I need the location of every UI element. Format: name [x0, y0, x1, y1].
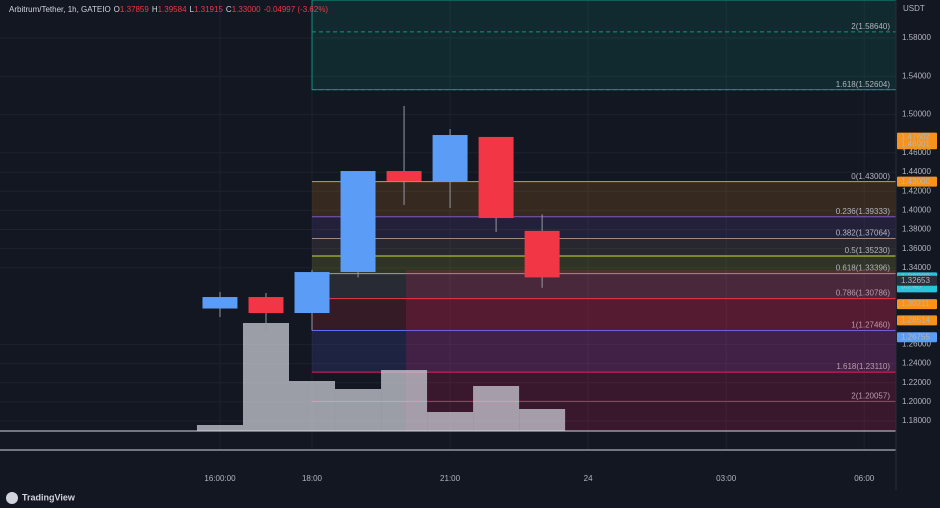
candle-body [478, 136, 514, 219]
price-label-box [897, 275, 937, 286]
y-tick-label: 1.40000 [902, 205, 931, 214]
x-tick-label: 16:00:00 [204, 474, 236, 483]
marks [196, 106, 566, 431]
volume-bar [335, 389, 382, 431]
field-value: 1.31915 [194, 5, 223, 14]
fib-zone [312, 181, 896, 217]
price-label: 1.28514 [901, 315, 930, 324]
fib-zone [312, 273, 896, 299]
y-tick-label: 1.24000 [902, 359, 931, 368]
axes: 1.18000 1.20000 1.22000 1.24000 1.26000 1.340… [204, 33, 937, 483]
candle-body [340, 171, 376, 273]
y-tick-label: 1.22000 [902, 378, 931, 387]
x-tick-label: 03:00 [716, 474, 737, 483]
volume-bar [289, 381, 336, 431]
countdown: 03:48 [901, 282, 922, 291]
volume-bar [381, 370, 428, 431]
candle-body [386, 171, 422, 182]
y-tick-label: 1.54000 [902, 71, 931, 80]
y-tick-label: 1.34000 [902, 263, 931, 272]
y-tick-label: 1.18000 [902, 416, 931, 425]
change: -0.04997 (-3.62%) [264, 5, 329, 14]
fib-zone [312, 238, 896, 257]
candle-body [294, 272, 330, 314]
fib-label: 0(1.43000) [851, 172, 890, 181]
zones: 0(1.43000) 0.236(1.39333) 0.382(1.37064) 0.… [311, 0, 897, 402]
y-tick-label: 1.50000 [902, 110, 931, 119]
logo [6, 492, 18, 504]
fib-zone [312, 216, 896, 239]
volume-bar [196, 425, 243, 431]
field-value: 1.37859 [120, 5, 149, 14]
volume-bar [473, 386, 520, 431]
fib-label: 0.786(1.30786) [836, 289, 891, 298]
price-label: 1.47602 [901, 133, 930, 142]
fib-label: 0.236(1.39333) [836, 207, 891, 216]
y-tick-label: 1.44000 [902, 167, 931, 176]
x-tick-label: 06:00 [854, 474, 875, 483]
currency: USDT [903, 4, 925, 13]
candle-body [432, 135, 468, 182]
x-tick-label: 18:00 [302, 474, 323, 483]
fib-label: 0.618(1.33396) [836, 264, 891, 273]
y-tick-label: 1.26000 [902, 340, 931, 349]
fib-zone [312, 298, 896, 331]
y-tick-label: 1.58000 [902, 33, 931, 42]
candle-body [248, 297, 284, 314]
fib-zone [312, 256, 896, 274]
y-tick-label: 1.20000 [902, 397, 931, 406]
candle-body [524, 230, 560, 278]
y-tick-label: 1.36000 [902, 244, 931, 253]
price-label-box [897, 176, 937, 187]
price-label-box [897, 315, 937, 326]
fib-box [311, 0, 897, 91]
price-label: 1.32653 [901, 276, 930, 285]
price-label-box [897, 299, 937, 310]
volume-bar [242, 323, 290, 431]
y-tick-label: 1.42000 [902, 186, 931, 195]
price-label: 1.43000 [901, 177, 930, 186]
candle-body [202, 297, 238, 309]
field-key: H [152, 5, 158, 14]
brand: TradingView [22, 492, 76, 502]
field-value: 1.33000 [232, 5, 261, 14]
symbol: Arbitrum/Tether, 1h, GATEIO [9, 5, 111, 14]
volume-bar [519, 409, 566, 431]
y-tick-label: 1.46000 [902, 148, 931, 157]
fib-zone [312, 330, 896, 373]
price-label: 1.26755 [901, 332, 930, 341]
fib-label: 1(1.27460) [851, 321, 890, 330]
fib-label: 0.5(1.35230) [845, 246, 891, 255]
price-label-box [897, 332, 937, 343]
fib-label: 1.618(1.52604) [836, 80, 891, 89]
fib-label: 0.382(1.37064) [836, 229, 891, 238]
y-tick-label: 1.38000 [902, 225, 931, 234]
field-value: 1.39584 [158, 5, 187, 14]
field-key: L [190, 5, 195, 14]
x-tick-label: 21:00 [440, 474, 461, 483]
fib-label: 1.618(1.23110) [836, 362, 890, 371]
price-label: 1.46901 [901, 139, 930, 148]
price-label-box [897, 139, 937, 150]
field-key: C [226, 5, 232, 14]
price-label: 1.30211 [901, 299, 930, 308]
fib-label: 2(1.58640) [851, 22, 890, 31]
field-key: O [114, 5, 120, 14]
header: Arbitrum/Tether, 1h, GATEIO O1.37859 H1.39… [9, 5, 328, 14]
volume-bar [427, 412, 474, 431]
x-tick-label: 24 [584, 474, 593, 483]
fib-label: 2(1.20057) [851, 391, 890, 400]
